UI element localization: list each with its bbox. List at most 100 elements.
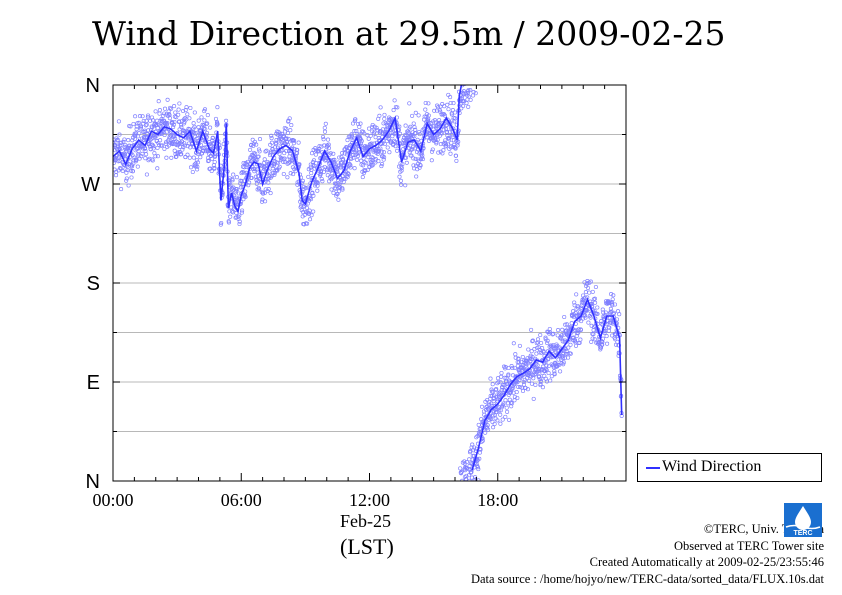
scatter-point bbox=[273, 142, 278, 147]
scatter-point bbox=[252, 141, 257, 146]
scatter-point bbox=[581, 301, 586, 306]
scatter-point bbox=[160, 143, 165, 148]
scatter-point bbox=[320, 179, 325, 184]
scatter-point bbox=[377, 148, 382, 153]
scatter-point bbox=[544, 368, 549, 373]
scatter-point bbox=[469, 469, 474, 475]
scatter-point bbox=[317, 144, 322, 149]
scatter-point bbox=[131, 158, 136, 163]
scatter-point bbox=[144, 152, 149, 157]
scatter-point bbox=[452, 110, 458, 115]
scatter-point bbox=[124, 176, 129, 181]
scatter-point bbox=[517, 370, 522, 375]
scatter-point bbox=[270, 147, 275, 152]
scatter-point bbox=[237, 213, 242, 218]
scatter-point bbox=[268, 191, 273, 196]
scatter-point bbox=[253, 167, 258, 172]
scatter-point bbox=[144, 172, 149, 177]
scatter-point bbox=[360, 163, 366, 168]
scatter-point bbox=[547, 330, 553, 335]
scatter-point bbox=[537, 367, 542, 372]
scatter-point bbox=[529, 327, 534, 332]
scatter-point bbox=[397, 174, 402, 179]
scatter-point bbox=[266, 180, 271, 185]
scatter-point bbox=[488, 376, 493, 381]
scatter-point bbox=[592, 337, 597, 342]
scatter-point bbox=[467, 457, 472, 462]
scatter-point bbox=[605, 341, 610, 346]
scatter-point bbox=[453, 153, 459, 158]
scatter-point bbox=[466, 104, 471, 109]
scatter-point bbox=[556, 357, 561, 362]
scatter-point bbox=[611, 310, 617, 315]
scatter-point bbox=[269, 133, 274, 138]
scatter-point bbox=[560, 354, 565, 359]
scatter-point bbox=[203, 127, 208, 132]
scatter-point bbox=[445, 102, 450, 107]
scatter-point bbox=[218, 222, 223, 227]
scatter-point bbox=[293, 169, 298, 174]
scatter-point bbox=[137, 114, 143, 119]
scatter-point bbox=[600, 336, 606, 341]
scatter-point bbox=[248, 147, 253, 152]
scatter-point bbox=[535, 337, 541, 342]
scatter-point bbox=[494, 387, 499, 392]
scatter-point bbox=[604, 334, 609, 339]
scatter-point bbox=[166, 109, 171, 114]
scatter-point bbox=[499, 374, 504, 379]
grid-layer bbox=[113, 134, 626, 432]
scatter-point bbox=[426, 113, 431, 118]
scatter-point bbox=[610, 303, 615, 308]
scatter-point bbox=[613, 337, 618, 342]
scatter-point bbox=[603, 310, 608, 315]
scatter-point bbox=[502, 375, 507, 380]
scatter-point bbox=[362, 131, 367, 136]
credits-block: ©TERC, Univ. Tsukuba Observed at TERC To… bbox=[471, 521, 824, 587]
scatter-point bbox=[311, 193, 316, 198]
scatter-point bbox=[165, 97, 170, 102]
scatter-point bbox=[170, 142, 175, 147]
scatter-point bbox=[360, 175, 365, 180]
scatter-point bbox=[285, 175, 290, 180]
scatter-point bbox=[296, 140, 301, 145]
scatter-point bbox=[134, 127, 139, 132]
scatter-point bbox=[468, 97, 473, 102]
scatter-point bbox=[560, 356, 566, 361]
scatter-point bbox=[510, 365, 515, 371]
scatter-point bbox=[526, 347, 531, 352]
scatter-point bbox=[282, 141, 287, 146]
scatter-point bbox=[490, 382, 495, 387]
scatter-point bbox=[130, 169, 135, 174]
scatter-point bbox=[506, 365, 511, 371]
scatter-point bbox=[196, 118, 201, 123]
scatter-point bbox=[153, 154, 158, 159]
scatter-point bbox=[397, 124, 402, 129]
scatter-point bbox=[561, 362, 566, 367]
scatter-point bbox=[420, 127, 425, 133]
scatter-point bbox=[408, 124, 413, 129]
scatter-point bbox=[284, 148, 289, 154]
scatter-point bbox=[423, 107, 428, 112]
scatter-point bbox=[598, 347, 603, 352]
scatter-point bbox=[306, 174, 311, 179]
scatter-point bbox=[313, 152, 318, 157]
scatter-point bbox=[345, 171, 350, 176]
scatter-point bbox=[305, 221, 310, 226]
scatter-point bbox=[179, 152, 184, 157]
scatter-point bbox=[136, 120, 141, 125]
terc-logo-icon: TERC bbox=[784, 503, 822, 537]
scatter-point bbox=[337, 184, 342, 189]
scatter-point bbox=[325, 173, 330, 178]
credit-created: Created Automatically at 2009-02-25/23:5… bbox=[589, 555, 824, 569]
scatter-point bbox=[512, 365, 517, 370]
scatter-point bbox=[404, 160, 409, 165]
scatter-point bbox=[277, 151, 282, 156]
scatter-point bbox=[378, 105, 383, 110]
scatter-point bbox=[140, 146, 145, 151]
scatter-point bbox=[249, 175, 254, 180]
scatter-point bbox=[532, 372, 537, 377]
legend-label: Wind Direction bbox=[662, 458, 762, 475]
scatter-point bbox=[461, 103, 466, 109]
scatter-point bbox=[583, 290, 588, 295]
